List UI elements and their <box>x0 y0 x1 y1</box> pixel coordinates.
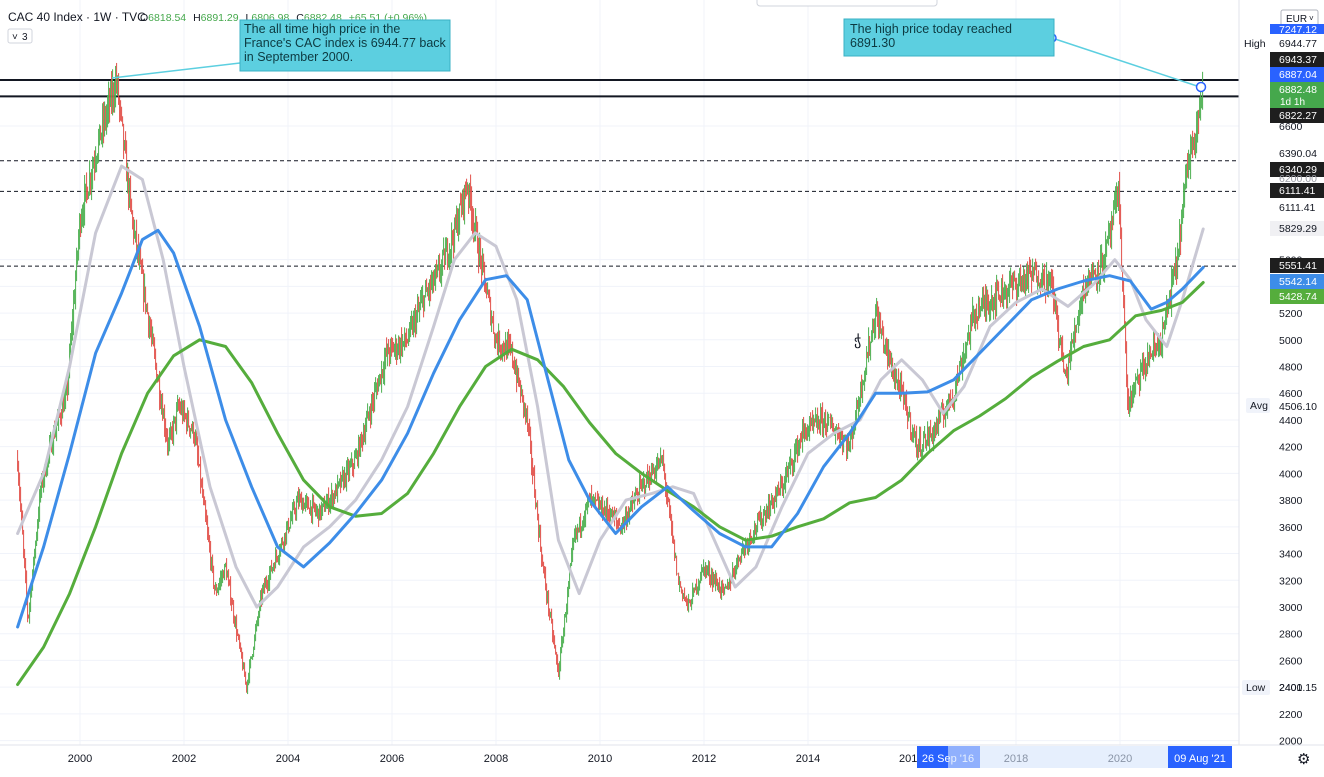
currency-label: EUR <box>1286 14 1307 25</box>
price-tags: 7247.12 High 6944.77 6943.37 6887.04 688… <box>1240 24 1324 695</box>
tag-6340-bg <box>1270 162 1324 177</box>
ath-callout-box[interactable] <box>239 19 451 72</box>
high-prefix: H <box>193 12 201 24</box>
ma-line-gray <box>16 164 1205 609</box>
tag-close-bg <box>1270 82 1324 108</box>
tag-6390: 6390.04 <box>1279 148 1317 160</box>
tag-close: 6882.48 <box>1279 84 1317 96</box>
price-tick-label: 5200 <box>1279 308 1303 320</box>
price-tick-label: 3600 <box>1279 522 1303 534</box>
indicators-toggle-button[interactable] <box>7 28 33 44</box>
today-callout-box[interactable] <box>843 18 1055 57</box>
time-tick-label: 2010 <box>588 753 612 765</box>
tag-7247-bg <box>1270 24 1324 34</box>
avg-value: 4506.10 <box>1279 401 1317 413</box>
tag-5542: 5542.14 <box>1279 276 1317 288</box>
tag-6111b: 6111.41 <box>1279 202 1316 214</box>
price-tick-label: 3400 <box>1279 549 1303 561</box>
tag-6943: 6943.37 <box>1279 54 1317 66</box>
tag-5829-bg <box>1270 221 1324 236</box>
price-tick-label: 4800 <box>1279 362 1303 374</box>
close-prefix: C <box>296 12 304 24</box>
high-value: 6891.29 <box>201 12 239 24</box>
high-label: High <box>1244 38 1266 50</box>
time-tick-label: 2000 <box>68 753 92 765</box>
ma-line-green <box>16 281 1205 686</box>
symbol-title[interactable]: CAC 40 Index · 1W · TVC <box>8 10 146 24</box>
tag-5542-bg <box>1270 274 1324 289</box>
price-tick-label: 4200 <box>1279 442 1303 454</box>
price-tick-label: 2600 <box>1279 655 1303 667</box>
tag-5551: 5551.41 <box>1279 260 1317 272</box>
price-tick-label: 3200 <box>1279 575 1303 587</box>
open-prefix: O <box>140 12 148 24</box>
tag-5551-bg <box>1270 258 1324 273</box>
time-badge-right-text: 09 Aug '21 <box>1174 753 1226 765</box>
ma-line-blue <box>16 228 1205 629</box>
price-tick-label: 3000 <box>1279 602 1303 614</box>
time-tick-label: 2012 <box>692 753 716 765</box>
ath-callout-fo: The all time high price in the France's … <box>244 22 446 64</box>
tag-6111a: 6111.41 <box>1279 185 1316 197</box>
price-tick-label: 3800 <box>1279 495 1303 507</box>
time-tick-label: 2002 <box>172 753 196 765</box>
price-tick-label: 2000 <box>1279 736 1303 748</box>
tag-6887-bg <box>1270 67 1324 82</box>
low-label-bg <box>1242 680 1270 695</box>
price-tick-label: 2800 <box>1279 629 1303 641</box>
tag-6822-bg <box>1270 108 1324 123</box>
price-tick-label: 4000 <box>1279 468 1303 480</box>
moving-averages <box>16 164 1205 686</box>
price-tick-label: 6600 <box>1279 121 1303 133</box>
tag-close-timeframe: 1d 1h <box>1280 97 1305 108</box>
time-tick-label: 2004 <box>276 753 300 765</box>
top-popup-fragment <box>756 0 938 7</box>
indicator-count: 3 <box>22 32 28 43</box>
tag-5428: 5428.74 <box>1279 291 1317 303</box>
price-tick-label: 4400 <box>1279 415 1303 427</box>
high-value: 6944.77 <box>1279 38 1317 50</box>
price-tick-label: 5000 <box>1279 335 1303 347</box>
chevron-down-icon: ˅ <box>12 32 18 43</box>
flame-icon[interactable]: ჭ <box>854 332 861 349</box>
time-badge-right <box>1168 746 1232 768</box>
time-tick-label: 2008 <box>484 753 508 765</box>
time-tick-label: 2006 <box>380 753 404 765</box>
ath-callout-text: The all time high price in the France's … <box>244 22 446 64</box>
price-scale[interactable] <box>1239 0 1324 777</box>
chevron-down-icon: ˅ <box>1309 14 1314 23</box>
time-range-highlight <box>948 746 1168 768</box>
high-label-bg <box>1240 36 1272 50</box>
open-value: 6818.54 <box>148 12 186 24</box>
price-tick-label: 4600 <box>1279 388 1303 400</box>
tag-7247: 7247.12 <box>1279 24 1317 36</box>
tag-6887: 6887.04 <box>1279 69 1317 81</box>
settings-gear-icon[interactable]: ⚙ <box>1297 751 1310 768</box>
tag-6822: 6822.27 <box>1279 110 1317 122</box>
tag-6943-bg <box>1270 52 1324 67</box>
tag-5428-bg <box>1270 289 1324 304</box>
today-callout-text: The high price today reached 6891.30 <box>850 22 1012 50</box>
time-tick-2016-fragment: 201 <box>899 753 917 765</box>
price-tick-label: 2200 <box>1279 709 1303 721</box>
today-callout-connector <box>1051 37 1201 88</box>
low-label: Low <box>1246 682 1266 694</box>
tag-6200: 6200.00 <box>1279 173 1317 185</box>
time-tick-label: 2014 <box>796 753 820 765</box>
avg-label: Avg <box>1250 400 1268 412</box>
today-high-marker[interactable] <box>1195 81 1207 93</box>
horizontal-levels <box>0 79 1270 267</box>
today-callout-fo: The high price today reached 6891.30 <box>850 22 1012 50</box>
price-tick-label: 2400 <box>1279 682 1303 694</box>
ath-callout-connector <box>111 62 241 79</box>
low-prefix: L <box>246 12 252 24</box>
tag-5829: 5829.29 <box>1279 223 1317 235</box>
low-value: 2401.15 <box>1279 682 1317 694</box>
tag-6340: 6340.29 <box>1279 164 1317 176</box>
tag-6111a-bg <box>1270 183 1324 198</box>
avg-label-bg <box>1246 398 1270 413</box>
